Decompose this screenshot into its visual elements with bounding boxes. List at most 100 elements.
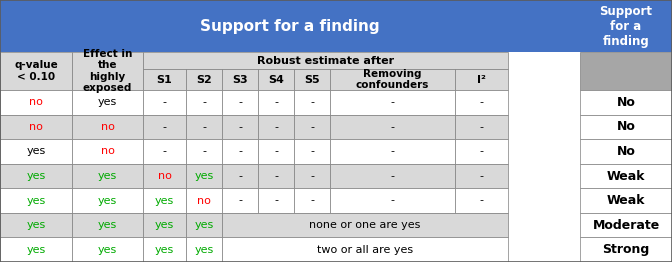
Text: -: - <box>480 171 483 181</box>
Bar <box>0 188 72 213</box>
Bar <box>258 164 294 188</box>
Bar <box>143 188 186 213</box>
Text: -: - <box>310 97 314 107</box>
Text: no: no <box>157 171 171 181</box>
Bar <box>186 237 222 262</box>
Text: yes: yes <box>98 97 117 107</box>
Text: -: - <box>390 97 394 107</box>
Bar <box>580 90 672 114</box>
Text: S5: S5 <box>304 75 320 85</box>
Bar <box>0 52 72 90</box>
Text: -: - <box>163 146 167 156</box>
Text: Weak: Weak <box>607 170 645 183</box>
Bar <box>222 164 258 188</box>
Bar <box>0 237 72 262</box>
Text: yes: yes <box>155 245 174 255</box>
Text: yes: yes <box>194 220 214 230</box>
Bar <box>72 90 143 114</box>
Text: yes: yes <box>26 146 46 156</box>
Text: -: - <box>238 171 242 181</box>
Bar <box>222 237 508 262</box>
Text: -: - <box>480 195 483 206</box>
Bar <box>330 139 455 164</box>
Text: yes: yes <box>155 220 174 230</box>
Text: -: - <box>163 122 167 132</box>
Bar <box>186 90 222 114</box>
Text: S2: S2 <box>196 75 212 85</box>
Text: no: no <box>197 195 211 206</box>
Text: -: - <box>274 195 278 206</box>
Bar <box>222 90 258 114</box>
Text: S1: S1 <box>157 75 173 85</box>
Text: Strong: Strong <box>602 243 650 256</box>
Bar <box>294 90 330 114</box>
Bar <box>258 188 294 213</box>
Text: -: - <box>480 97 483 107</box>
Text: no: no <box>29 97 43 107</box>
Bar <box>0 0 580 52</box>
Text: -: - <box>274 97 278 107</box>
Bar <box>222 139 258 164</box>
Bar <box>330 114 455 139</box>
Text: Support for a finding: Support for a finding <box>200 19 380 34</box>
Text: yes: yes <box>26 220 46 230</box>
Bar <box>143 69 186 90</box>
Text: Robust estimate after: Robust estimate after <box>257 56 394 66</box>
Text: -: - <box>202 122 206 132</box>
Text: -: - <box>238 146 242 156</box>
Text: none or one are yes: none or one are yes <box>309 220 421 230</box>
Bar <box>186 69 222 90</box>
Bar <box>330 188 455 213</box>
Text: -: - <box>390 146 394 156</box>
Bar <box>143 139 186 164</box>
Bar <box>143 90 186 114</box>
Text: yes: yes <box>98 195 117 206</box>
Text: yes: yes <box>155 195 174 206</box>
Text: Weak: Weak <box>607 194 645 207</box>
Bar <box>222 114 258 139</box>
Bar <box>0 213 72 237</box>
Bar <box>143 237 186 262</box>
Bar <box>455 114 508 139</box>
Bar <box>294 188 330 213</box>
Bar <box>580 114 672 139</box>
Bar <box>72 237 143 262</box>
Text: -: - <box>274 171 278 181</box>
Text: -: - <box>274 122 278 132</box>
Bar <box>455 90 508 114</box>
Bar <box>72 139 143 164</box>
Bar <box>330 164 455 188</box>
Bar <box>294 164 330 188</box>
Bar <box>580 139 672 164</box>
Bar <box>258 90 294 114</box>
Text: -: - <box>310 122 314 132</box>
Text: -: - <box>390 171 394 181</box>
Bar <box>0 90 72 114</box>
Text: no: no <box>101 122 114 132</box>
Text: -: - <box>310 171 314 181</box>
Text: Support
for a
finding: Support for a finding <box>599 4 653 47</box>
Bar <box>455 164 508 188</box>
Text: No: No <box>617 145 636 158</box>
Bar <box>222 69 258 90</box>
Text: yes: yes <box>26 171 46 181</box>
Bar <box>580 52 672 90</box>
Text: -: - <box>480 122 483 132</box>
Bar <box>294 114 330 139</box>
Bar <box>580 213 672 237</box>
Text: -: - <box>390 122 394 132</box>
Bar <box>143 213 186 237</box>
Bar <box>143 52 508 69</box>
Text: -: - <box>480 146 483 156</box>
Bar <box>143 114 186 139</box>
Text: yes: yes <box>98 171 117 181</box>
Bar <box>72 164 143 188</box>
Bar <box>258 114 294 139</box>
Bar <box>72 52 143 90</box>
Bar <box>258 69 294 90</box>
Bar <box>580 237 672 262</box>
Bar <box>258 139 294 164</box>
Text: yes: yes <box>26 195 46 206</box>
Bar <box>143 164 186 188</box>
Text: yes: yes <box>26 245 46 255</box>
